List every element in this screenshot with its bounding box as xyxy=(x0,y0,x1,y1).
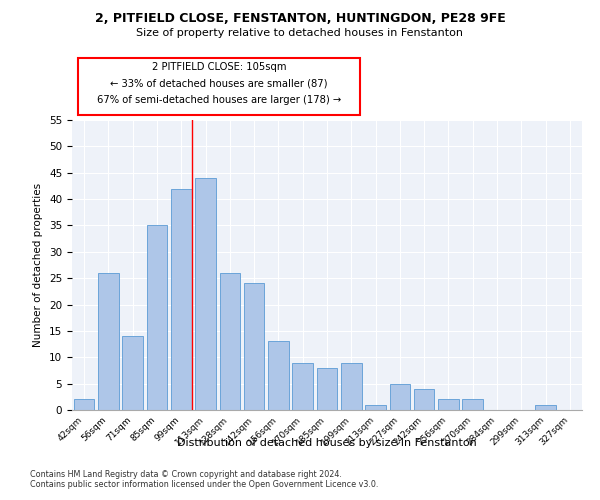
Text: Contains HM Land Registry data © Crown copyright and database right 2024.: Contains HM Land Registry data © Crown c… xyxy=(30,470,342,479)
Bar xyxy=(244,284,265,410)
Bar xyxy=(365,404,386,410)
Text: Distribution of detached houses by size in Fenstanton: Distribution of detached houses by size … xyxy=(177,438,477,448)
Bar xyxy=(438,400,459,410)
Text: 67% of semi-detached houses are larger (178) →: 67% of semi-detached houses are larger (… xyxy=(97,96,341,106)
Text: ← 33% of detached houses are smaller (87): ← 33% of detached houses are smaller (87… xyxy=(110,79,328,89)
Bar xyxy=(98,273,119,410)
Bar xyxy=(292,362,313,410)
Bar xyxy=(535,404,556,410)
Bar xyxy=(146,226,167,410)
Bar xyxy=(414,389,434,410)
Text: Contains public sector information licensed under the Open Government Licence v3: Contains public sector information licen… xyxy=(30,480,379,489)
Bar xyxy=(317,368,337,410)
Bar xyxy=(122,336,143,410)
Y-axis label: Number of detached properties: Number of detached properties xyxy=(34,183,43,347)
Bar xyxy=(74,400,94,410)
Bar xyxy=(389,384,410,410)
Bar xyxy=(463,400,483,410)
Bar xyxy=(171,188,191,410)
Bar xyxy=(195,178,216,410)
Bar xyxy=(220,273,240,410)
Bar xyxy=(341,362,362,410)
Text: Size of property relative to detached houses in Fenstanton: Size of property relative to detached ho… xyxy=(137,28,464,38)
Bar xyxy=(268,342,289,410)
Text: 2, PITFIELD CLOSE, FENSTANTON, HUNTINGDON, PE28 9FE: 2, PITFIELD CLOSE, FENSTANTON, HUNTINGDO… xyxy=(95,12,505,26)
Text: 2 PITFIELD CLOSE: 105sqm: 2 PITFIELD CLOSE: 105sqm xyxy=(152,62,286,72)
